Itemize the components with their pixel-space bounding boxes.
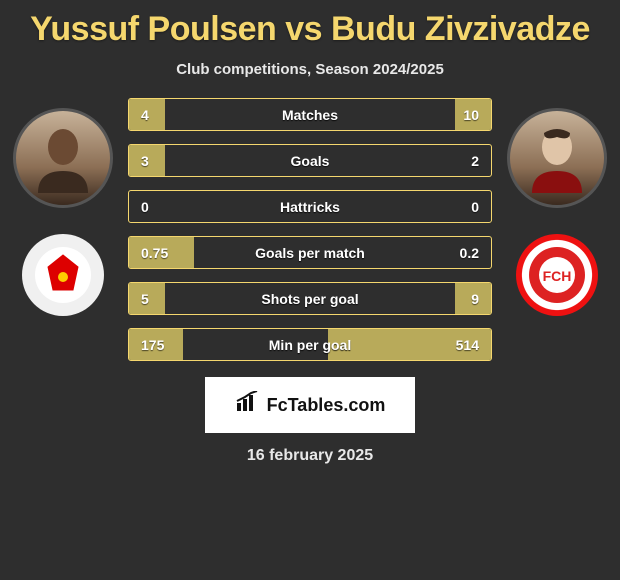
stat-label: Hattricks (280, 199, 340, 215)
player-right-avatar (507, 108, 607, 208)
svg-text:FCH: FCH (543, 268, 572, 284)
rb-leipzig-icon (33, 245, 93, 305)
main-row: 4 10 Matches 3 2 Goals 0 0 Hattricks 0.75 0.2 Goals… (0, 98, 620, 361)
stat-value-left: 4 (141, 107, 149, 123)
fc-heidenheim-icon: FCH (527, 245, 587, 305)
stat-value-left: 5 (141, 291, 149, 307)
stat-value-right: 514 (456, 337, 479, 353)
stat-row: 0.75 0.2 Goals per match (128, 236, 492, 269)
stat-value-right: 0.2 (460, 245, 479, 261)
stat-row: 0 0 Hattricks (128, 190, 492, 223)
stat-label: Goals per match (255, 245, 365, 261)
stat-value-left: 3 (141, 153, 149, 169)
person-icon (33, 123, 93, 193)
stat-value-left: 175 (141, 337, 164, 353)
club-left-logo (22, 234, 104, 316)
stat-value-right: 9 (471, 291, 479, 307)
stat-row: 3 2 Goals (128, 144, 492, 177)
chart-icon (235, 391, 261, 419)
page-title: Yussuf Poulsen vs Budu Zivzivadze (0, 0, 620, 49)
stat-row: 175 514 Min per goal (128, 328, 492, 361)
brand-badge: FcTables.com (205, 377, 415, 433)
brand-text: FcTables.com (267, 395, 386, 416)
date-label: 16 february 2025 (0, 447, 620, 465)
stat-label: Min per goal (269, 337, 351, 353)
stat-row: 5 9 Shots per goal (128, 282, 492, 315)
person-icon (527, 123, 587, 193)
right-column: FCH (502, 98, 612, 361)
stats-list: 4 10 Matches 3 2 Goals 0 0 Hattricks 0.75 0.2 Goals… (118, 98, 502, 361)
stat-label: Goals (291, 153, 330, 169)
stat-value-left: 0 (141, 199, 149, 215)
stat-value-left: 0.75 (141, 245, 168, 261)
stat-row: 4 10 Matches (128, 98, 492, 131)
stat-value-right: 10 (463, 107, 479, 123)
stat-label: Matches (282, 107, 338, 123)
subtitle: Club competitions, Season 2024/2025 (0, 61, 620, 78)
stat-value-right: 2 (471, 153, 479, 169)
stat-label: Shots per goal (261, 291, 358, 307)
left-column (8, 98, 118, 361)
player-left-avatar (13, 108, 113, 208)
stat-value-right: 0 (471, 199, 479, 215)
club-right-logo: FCH (516, 234, 598, 316)
